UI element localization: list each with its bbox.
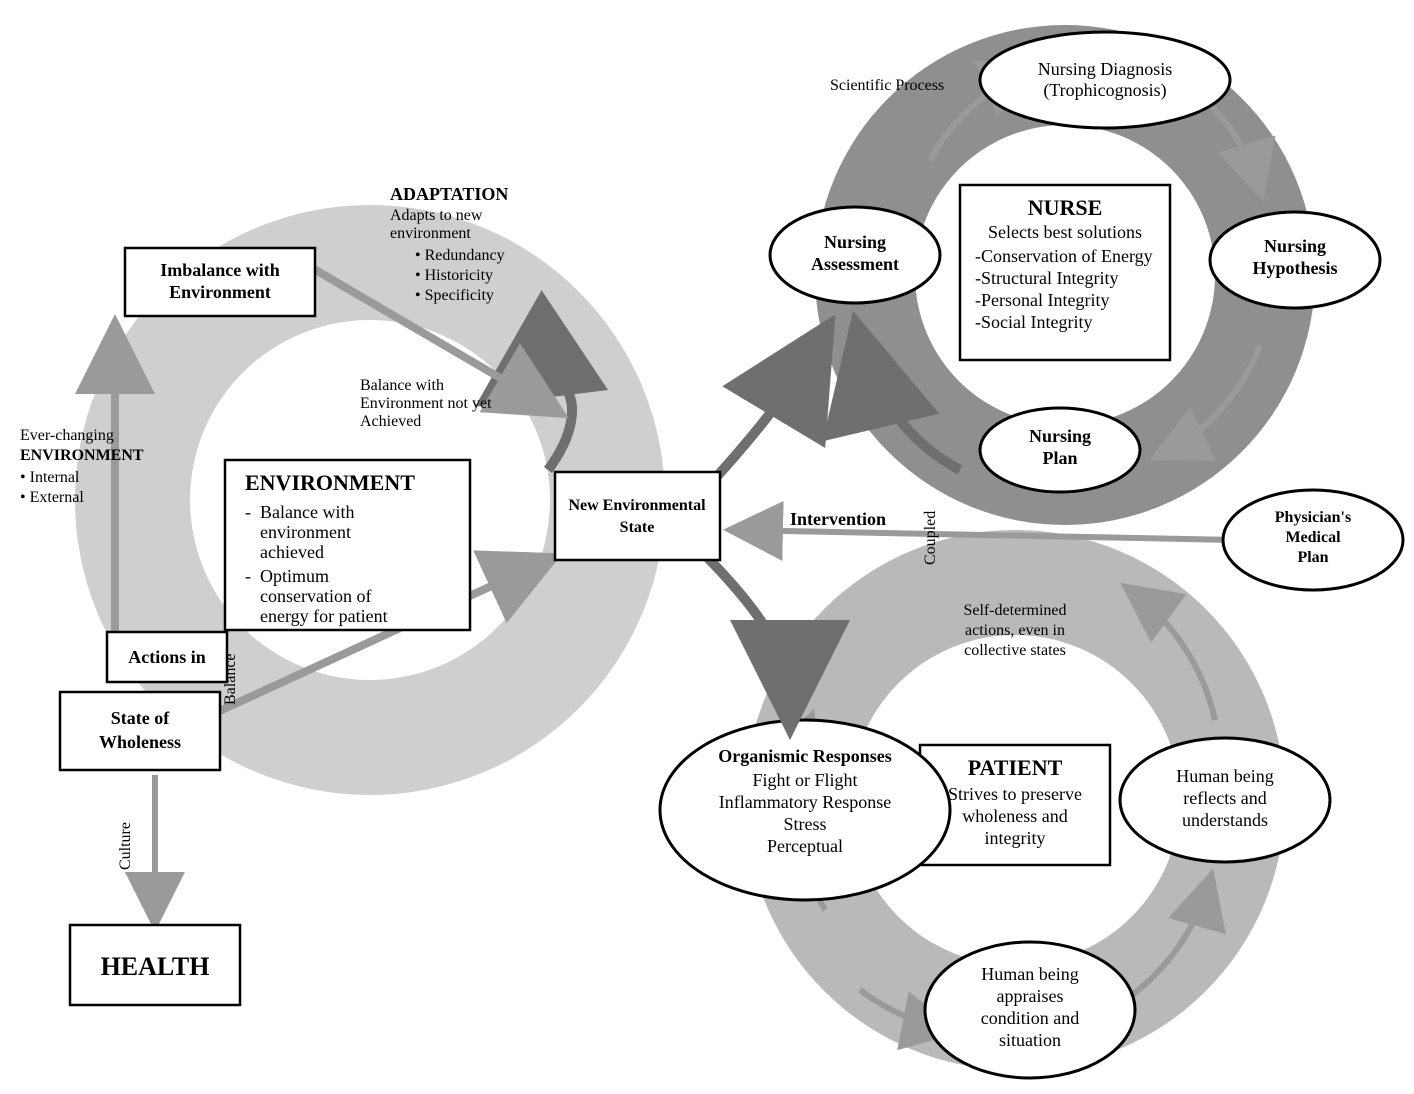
svg-text:wholeness and: wholeness and bbox=[962, 806, 1067, 826]
svg-text:Nursing Diagnosis: Nursing Diagnosis bbox=[1038, 59, 1173, 79]
svg-text:Achieved: Achieved bbox=[360, 413, 421, 430]
intervention-label: Intervention bbox=[790, 509, 886, 529]
svg-text:Medical: Medical bbox=[1285, 529, 1341, 546]
svg-text:situation: situation bbox=[999, 1030, 1061, 1050]
svg-text:Nursing: Nursing bbox=[1029, 426, 1091, 446]
svg-text:Inflammatory Response: Inflammatory Response bbox=[719, 792, 891, 812]
svg-text:Hypothesis: Hypothesis bbox=[1252, 258, 1337, 278]
svg-text:• External: • External bbox=[20, 489, 84, 506]
svg-text:Plan: Plan bbox=[1042, 448, 1077, 468]
svg-text:-: - bbox=[245, 502, 251, 522]
svg-text:-Conservation of Energy: -Conservation of Energy bbox=[975, 246, 1153, 266]
svg-text:Organismic Responses: Organismic Responses bbox=[718, 746, 892, 766]
svg-text:Nursing: Nursing bbox=[1264, 236, 1326, 256]
nurse-ring: NURSE Selects best solutions -Conservati… bbox=[770, 25, 1380, 525]
svg-text:Nursing: Nursing bbox=[824, 232, 886, 252]
svg-text:actions, even in: actions, even in bbox=[965, 622, 1065, 639]
svg-text:Adapts to new: Adapts to new bbox=[390, 207, 483, 224]
new-env-state-box bbox=[555, 472, 720, 560]
svg-text:Assessment: Assessment bbox=[811, 254, 899, 274]
svg-text:State of: State of bbox=[111, 708, 170, 728]
svg-text:Strives to preserve: Strives to preserve bbox=[948, 784, 1082, 804]
svg-text:Wholeness: Wholeness bbox=[99, 732, 181, 752]
svg-text:Human being: Human being bbox=[981, 964, 1078, 984]
svg-text:• Internal: • Internal bbox=[20, 469, 80, 486]
svg-text:NURSE: NURSE bbox=[1028, 195, 1103, 220]
svg-text:Environment not yet: Environment not yet bbox=[360, 395, 492, 412]
svg-text:ENVIRONMENT: ENVIRONMENT bbox=[20, 447, 144, 464]
svg-text:Stress: Stress bbox=[783, 814, 826, 834]
svg-text:condition and: condition and bbox=[981, 1008, 1079, 1028]
environment-title: ENVIRONMENT bbox=[245, 470, 415, 495]
svg-text:reflects and: reflects and bbox=[1183, 788, 1266, 808]
svg-text:Fight or Flight: Fight or Flight bbox=[752, 770, 857, 790]
svg-text:State: State bbox=[620, 519, 655, 536]
svg-text:• Redundancy: • Redundancy bbox=[415, 247, 505, 264]
svg-text:PATIENT: PATIENT bbox=[968, 755, 1063, 780]
svg-text:Environment: Environment bbox=[169, 282, 271, 302]
svg-text:Balance with: Balance with bbox=[360, 377, 444, 394]
adaptation-title: ADAPTATION bbox=[390, 184, 508, 204]
svg-text:Selects best solutions: Selects best solutions bbox=[988, 222, 1142, 242]
svg-text:-Personal Integrity: -Personal Integrity bbox=[975, 290, 1109, 310]
svg-text:environment: environment bbox=[390, 225, 471, 242]
svg-text:Physician's: Physician's bbox=[1275, 509, 1351, 526]
coupled-label: Coupled bbox=[922, 511, 939, 565]
svg-text:achieved: achieved bbox=[260, 542, 324, 562]
svg-text:conservation of: conservation of bbox=[260, 586, 371, 606]
svg-text:Optimum: Optimum bbox=[260, 566, 329, 586]
svg-text:Human being: Human being bbox=[1176, 766, 1273, 786]
svg-text:HEALTH: HEALTH bbox=[101, 952, 210, 981]
svg-text:• Historicity: • Historicity bbox=[415, 267, 493, 284]
svg-text:understands: understands bbox=[1182, 810, 1268, 830]
svg-text:collective states: collective states bbox=[964, 642, 1066, 659]
svg-text:environment: environment bbox=[260, 522, 351, 542]
svg-text:New Environmental: New Environmental bbox=[568, 497, 706, 514]
svg-text:-Social Integrity: -Social Integrity bbox=[975, 312, 1092, 332]
svg-text:integrity: integrity bbox=[985, 828, 1046, 848]
svg-text:Self-determined: Self-determined bbox=[963, 602, 1066, 619]
svg-text:Actions in: Actions in bbox=[128, 647, 206, 667]
svg-text:energy for patient: energy for patient bbox=[260, 606, 388, 626]
svg-text:Ever-changing: Ever-changing bbox=[20, 427, 114, 444]
wholeness-box bbox=[60, 692, 220, 770]
culture-label: Culture bbox=[117, 822, 134, 870]
svg-text:Balance with: Balance with bbox=[260, 502, 354, 522]
svg-text:Plan: Plan bbox=[1297, 549, 1328, 566]
svg-text:appraises: appraises bbox=[997, 986, 1064, 1006]
scientific-process-label: Scientific Process bbox=[830, 77, 944, 94]
svg-text:Perceptual: Perceptual bbox=[767, 836, 843, 856]
diagram-canvas: ENVIRONMENT Balance with environment ach… bbox=[0, 0, 1414, 1094]
svg-text:-: - bbox=[245, 566, 251, 586]
svg-text:Imbalance with: Imbalance with bbox=[160, 260, 280, 280]
svg-text:-Structural Integrity: -Structural Integrity bbox=[975, 268, 1118, 288]
svg-text:• Specificity: • Specificity bbox=[415, 287, 494, 304]
svg-text:(Trophicognosis): (Trophicognosis) bbox=[1043, 80, 1166, 101]
